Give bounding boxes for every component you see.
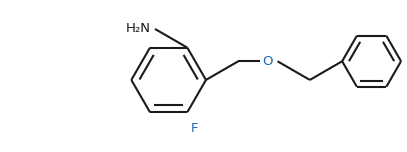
Text: F: F (191, 122, 199, 135)
Text: O: O (263, 55, 273, 68)
Text: H₂N: H₂N (126, 22, 151, 35)
